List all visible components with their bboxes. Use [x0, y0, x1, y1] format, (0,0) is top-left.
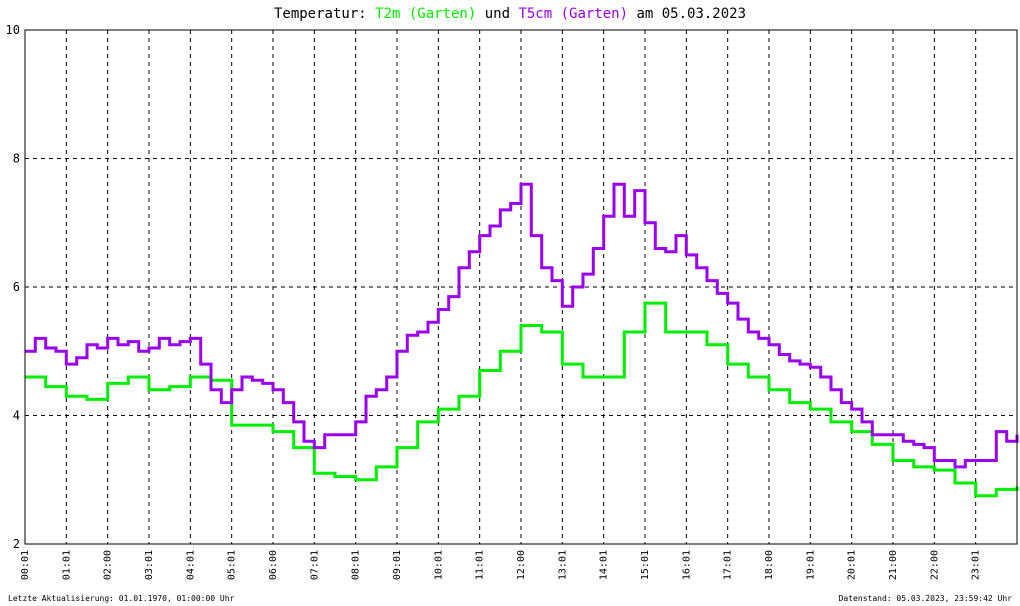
x-tick-label: 18:00	[764, 550, 775, 580]
x-tick-label: 06:00	[268, 550, 279, 580]
x-tick-label: 11:01	[475, 550, 486, 580]
grid	[25, 30, 1017, 544]
title-series1: T2m (Garten)	[375, 6, 476, 22]
x-tick-label: 22:00	[929, 550, 940, 580]
x-tick-label: 19:01	[805, 550, 816, 580]
footer-last-update: Letzte Aktualisierung: 01.01.1970, 01:00…	[8, 594, 235, 603]
x-tick-label: 15:01	[640, 550, 651, 580]
series-layer	[25, 182, 1019, 498]
title-connector: und	[476, 6, 518, 22]
x-tick-label: 04:01	[185, 550, 196, 580]
title-prefix: Temperatur:	[274, 6, 375, 22]
x-tick-label: 17:01	[723, 550, 734, 580]
y-tick-label: 10	[6, 23, 20, 37]
y-tick-label: 2	[13, 537, 20, 551]
series-line-2	[25, 182, 1019, 469]
x-tick-label: 12:00	[516, 550, 527, 580]
series-line-1	[25, 301, 1019, 498]
y-tick-label: 4	[13, 409, 20, 423]
x-tick-label: 01:01	[61, 550, 72, 580]
x-tick-label: 00:01	[20, 550, 31, 580]
plot-frame	[24, 29, 1018, 545]
x-tick-label: 07:01	[309, 550, 320, 580]
title-suffix: am 05.03.2023	[628, 6, 746, 22]
x-tick-label: 14:01	[599, 550, 610, 580]
x-ticks: 00:01 01:01 02:00 03:01 04:01 05:01 06:00 07:01…	[20, 550, 982, 580]
y-tick-label: 8	[13, 152, 20, 166]
x-tick-label: 23:01	[971, 550, 982, 580]
x-tick-label: 10:01	[433, 550, 444, 580]
x-tick-label: 05:01	[227, 550, 238, 580]
x-tick-label: 21:00	[888, 550, 899, 580]
x-tick-label: 02:00	[103, 550, 114, 580]
x-tick-label: 13:01	[557, 550, 568, 580]
x-tick-label: 20:01	[847, 550, 858, 580]
footer-data-status: Datenstand: 05.03.2023, 23:59:42 Uhr	[839, 594, 1013, 603]
x-tick-label: 08:01	[351, 550, 362, 580]
y-ticks: 10 8 6 4 2	[6, 23, 20, 551]
chart-title: Temperatur: T2m (Garten) und T5cm (Garte…	[274, 6, 746, 22]
y-tick-label: 6	[13, 280, 20, 294]
title-series2: T5cm (Garten)	[518, 6, 628, 22]
x-tick-label: 09:01	[392, 550, 403, 580]
x-tick-label: 16:01	[681, 550, 692, 580]
x-tick-label: 03:01	[144, 550, 155, 580]
